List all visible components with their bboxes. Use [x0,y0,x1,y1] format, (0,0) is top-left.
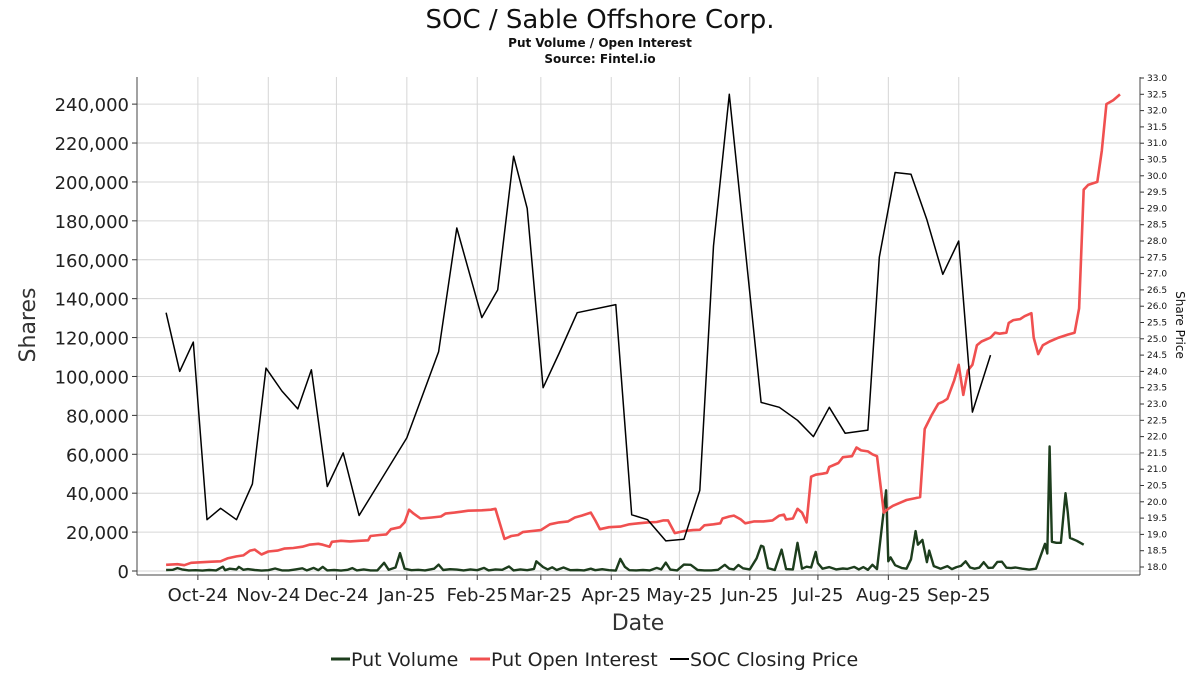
chart-subtitle: Put Volume / Open Interest [508,36,692,50]
y2-tick-label: 18.5 [1147,547,1167,557]
y-tick-label: 120,000 [55,329,129,350]
y-tick-label: 80,000 [66,406,129,427]
y2-tick-label: 32.5 [1147,90,1167,100]
y2-tick-label: 31.5 [1147,123,1167,133]
x-tick-label: Oct-24 [168,585,229,606]
y-axis-label: Shares [16,288,41,363]
y2-tick-label: 20.0 [1147,498,1167,508]
y2-tick-label: 27.0 [1147,270,1167,280]
chart-source: Source: Fintel.io [544,52,655,66]
y-tick-label: 140,000 [55,290,129,311]
y2-tick-label: 30.5 [1147,156,1167,166]
x-tick-label: Aug-25 [856,585,921,606]
y-tick-label: 0 [118,562,129,583]
y2-tick-label: 19.0 [1147,530,1167,540]
y-tick-label: 60,000 [66,445,129,466]
y-tick-label: 240,000 [55,95,129,116]
legend-item-soc-closing-price: SOC Closing Price [670,649,858,671]
legend-label-put-open-interest: Put Open Interest [491,649,658,671]
legend-label-put-volume: Put Volume [351,649,458,671]
x-tick-label: Jan-25 [377,585,435,606]
y2-tick-label: 26.5 [1147,286,1167,296]
y2-tick-label: 33.0 [1147,74,1167,84]
y-tick-label: 180,000 [55,212,129,233]
y2-tick-label: 26.0 [1147,302,1167,312]
y2-tick-label: 18.0 [1147,563,1167,573]
y2-tick-label: 27.5 [1147,253,1167,263]
legend-item-put-open-interest: Put Open Interest [470,649,658,671]
series-line-put-volume [166,445,1085,572]
series-layer [165,93,1121,572]
y2-axis-label: Share Price [1173,291,1187,359]
y2-tick-label: 22.0 [1147,433,1167,443]
y2-tick-label: 21.0 [1147,465,1167,475]
axes: 0 20,000 40,000 60,000 80,000 100,000 120,000 1… [55,74,1168,606]
y2-tick-label: 21.5 [1147,449,1167,459]
y-tick-label: 100,000 [55,367,129,388]
x-tick-label: Sep-25 [927,585,990,606]
series-line-put-open-interest [166,93,1121,567]
y-tick-label: 20,000 [66,523,129,544]
y-tick-label: 160,000 [55,251,129,272]
legend-item-put-volume: Put Volume [331,649,458,671]
y2-tick-label: 19.5 [1147,514,1167,524]
x-tick-label: Feb-25 [447,585,508,606]
y-tick-label: 220,000 [55,134,129,155]
y2-tick-label: 28.5 [1147,221,1167,231]
y2-tick-label: 25.5 [1147,319,1167,329]
y2-tick-label: 28.0 [1147,237,1167,247]
y2-tick-label: 29.5 [1147,188,1167,198]
grid [137,77,1140,575]
y2-tick-label: 25.0 [1147,335,1167,345]
y-tick-label: 40,000 [66,484,129,505]
x-axis-label: Date [612,611,665,636]
x-tick-label: Jun-25 [720,585,779,606]
x-tick-label: Nov-24 [236,585,300,606]
y2-tick-label: 22.5 [1147,416,1167,426]
y2-tick-label: 24.5 [1147,351,1167,361]
x-tick-label: Dec-24 [304,585,368,606]
y2-tick-label: 29.0 [1147,204,1167,214]
y2-tick-label: 23.5 [1147,384,1167,394]
legend: Put Volume Put Open Interest SOC Closing… [331,649,858,671]
x-tick-label: Mar-25 [510,585,572,606]
y2-tick-label: 31.0 [1147,139,1167,149]
legend-label-soc-closing-price: SOC Closing Price [690,649,858,671]
y2-tick-label: 23.0 [1147,400,1167,410]
y2-tick-label: 32.0 [1147,107,1167,117]
x-tick-label: Apr-25 [582,585,641,606]
y2-tick-label: 24.0 [1147,367,1167,377]
y2-tick-label: 20.5 [1147,482,1167,492]
x-tick-label: May-25 [646,585,712,606]
y2-tick-label: 30.0 [1147,172,1167,182]
x-tick-label: Jul-25 [791,585,843,606]
series-line-soc-closing-price [165,93,992,542]
chart-title: SOC / Sable Offshore Corp. [425,5,774,35]
y-tick-label: 200,000 [55,173,129,194]
